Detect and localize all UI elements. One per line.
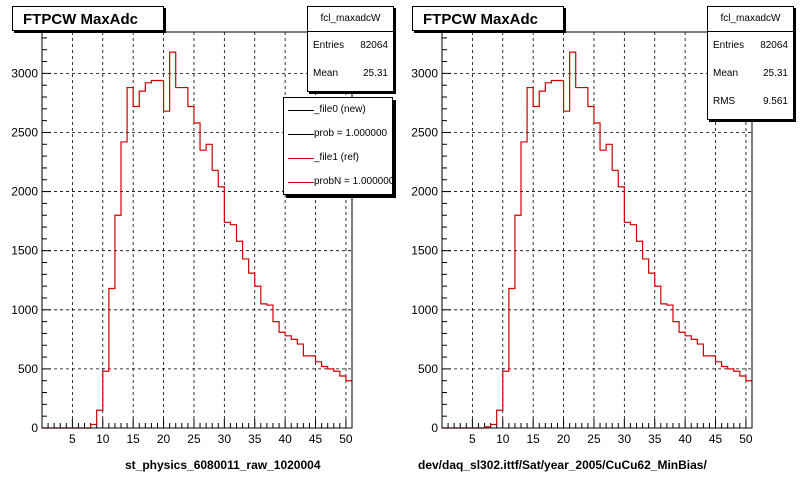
x-axis-label-right: dev/daq_sl302.ittf/Sat/year_2005/CuCu62_… xyxy=(418,458,707,472)
y-tick-label: 0 xyxy=(431,421,438,435)
legend-swatch xyxy=(288,182,314,183)
legend-swatch xyxy=(288,110,314,111)
plot-frame-fill xyxy=(442,32,752,428)
legend-entry: probN = 1.000000 xyxy=(284,170,392,194)
y-tick-label: 1500 xyxy=(411,244,438,258)
stats-value: 82064 xyxy=(360,40,388,51)
x-tick-label: 15 xyxy=(126,432,140,446)
legend-label: _file0 (new) xyxy=(314,104,366,115)
stats-label: RMS xyxy=(713,96,736,107)
x-tick-label: 30 xyxy=(218,432,232,446)
x-tick-label: 50 xyxy=(739,432,753,446)
legend-box: _file0 (new) prob = 1.000000 _file1 (ref… xyxy=(283,97,393,195)
legend-swatch xyxy=(288,134,314,135)
x-tick-label: 35 xyxy=(248,432,262,446)
stats-label: Entries xyxy=(313,40,345,51)
x-tick-label: 20 xyxy=(557,432,571,446)
y-tick-label: 2000 xyxy=(411,185,438,199)
y-tick-label: 2500 xyxy=(411,125,438,139)
stats-box-right: fcl_maxadcW Entries 82064 Mean 25.31 RMS… xyxy=(707,6,794,120)
x-axis-label-left: st_physics_6080011_raw_1020004 xyxy=(125,458,321,472)
legend-entry: _file1 (ref) xyxy=(284,146,392,170)
x-tick-label: 10 xyxy=(96,432,110,446)
y-tick-label: 0 xyxy=(31,421,38,435)
stats-value: 25.31 xyxy=(762,68,788,79)
legend-entry: _file0 (new) xyxy=(284,98,392,122)
y-tick-label: 1500 xyxy=(11,244,38,258)
x-tick-label: 5 xyxy=(69,432,76,446)
x-tick-label: 25 xyxy=(587,432,601,446)
stats-name: fcl_maxadcW xyxy=(308,7,393,32)
stats-label: Entries xyxy=(713,40,745,51)
x-tick-label: 10 xyxy=(496,432,510,446)
y-tick-label: 2500 xyxy=(11,125,38,139)
stats-name: fcl_maxadcW xyxy=(708,7,793,32)
x-tick-label: 50 xyxy=(339,432,353,446)
y-tick-label: 3000 xyxy=(411,66,438,80)
plot-frame xyxy=(441,31,753,429)
plot-frame-fill xyxy=(42,32,352,428)
x-tick-label: 45 xyxy=(709,432,723,446)
stats-value: 82064 xyxy=(760,40,788,51)
stats-row-entries: Entries 82064 xyxy=(308,32,393,60)
x-tick-label: 5 xyxy=(469,432,476,446)
histogram-right: 5 10 15 20 25 30 35 40 45 50050010001500200025003… xyxy=(411,31,753,446)
plot-title-right: FTPCW MaxAdc xyxy=(412,6,564,31)
plot-title-left: FTPCW MaxAdc xyxy=(12,6,164,31)
y-tick-label: 500 xyxy=(418,362,438,376)
legend-entry: prob = 1.000000 xyxy=(284,122,392,146)
y-tick-label: 2000 xyxy=(11,185,38,199)
stats-value: 25.31 xyxy=(362,68,388,79)
x-tick-label: 40 xyxy=(678,432,692,446)
stats-row-rms: RMS 9.561 xyxy=(708,88,793,116)
legend-label: prob = 1.000000 xyxy=(314,128,388,139)
y-tick-label: 3000 xyxy=(11,66,38,80)
y-tick-label: 1000 xyxy=(411,303,438,317)
histogram-series-line xyxy=(42,51,352,429)
histogram-series-line xyxy=(442,51,752,429)
legend-label: probN = 1.000000 xyxy=(314,176,393,187)
plot-frame xyxy=(41,31,353,429)
y-tick-label: 1000 xyxy=(11,303,38,317)
x-tick-label: 35 xyxy=(648,432,662,446)
x-tick-label: 15 xyxy=(526,432,540,446)
legend-swatch xyxy=(288,158,314,159)
x-tick-label: 40 xyxy=(278,432,292,446)
x-tick-label: 25 xyxy=(187,432,201,446)
stats-row-mean: Mean 25.31 xyxy=(708,60,793,88)
legend-label: _file1 (ref) xyxy=(314,152,360,163)
stats-row-entries: Entries 82064 xyxy=(708,32,793,60)
x-tick-label: 45 xyxy=(309,432,323,446)
y-tick-label: 500 xyxy=(18,362,38,376)
stats-row-mean: Mean 25.31 xyxy=(308,60,393,88)
stats-box-left: fcl_maxadcW Entries 82064 Mean 25.31 xyxy=(307,6,394,92)
x-tick-label: 30 xyxy=(618,432,632,446)
stats-label: Mean xyxy=(313,68,339,79)
stats-value: 9.561 xyxy=(762,96,788,107)
x-tick-label: 20 xyxy=(157,432,171,446)
stats-label: Mean xyxy=(713,68,739,79)
